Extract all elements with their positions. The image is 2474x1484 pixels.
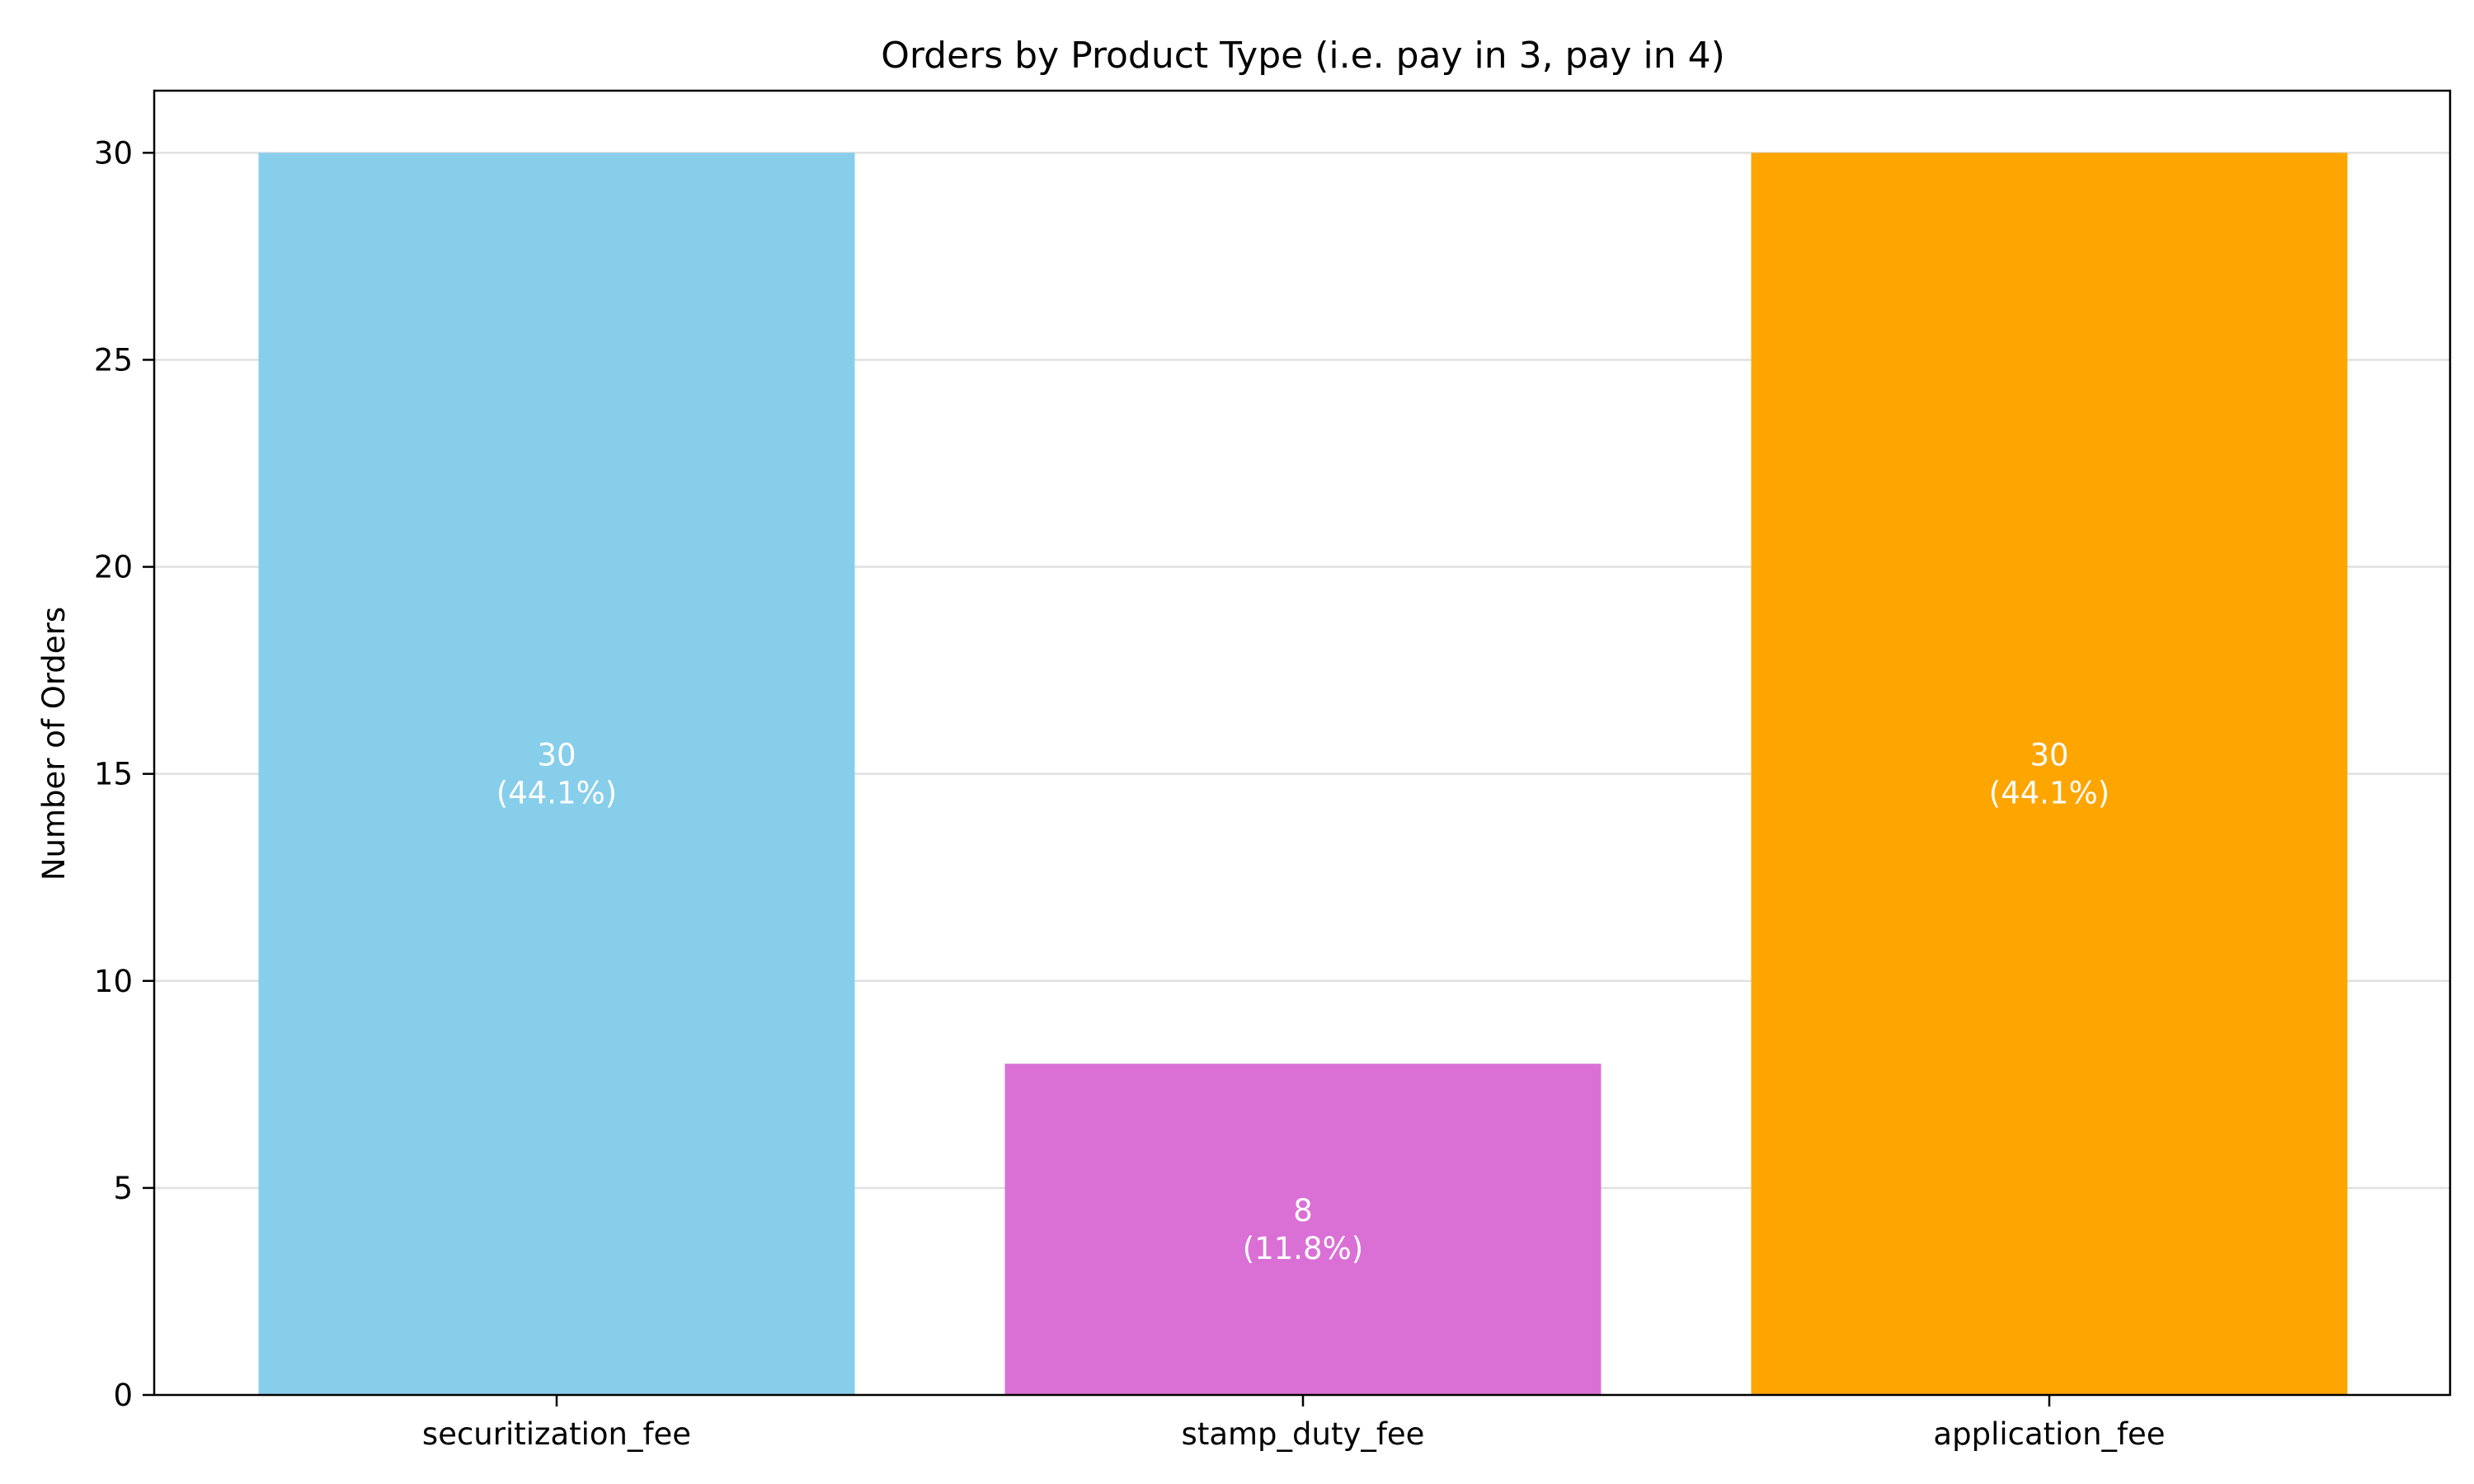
y-tick-label: 25 <box>94 342 133 378</box>
y-axis-label: Number of Orders <box>36 607 72 881</box>
x-tick-label: securitization_fee <box>422 1416 691 1452</box>
y-tick-label: 10 <box>94 964 133 999</box>
bar-percent-label: (44.1%) <box>496 776 617 811</box>
bar-securitization-fee <box>258 153 855 1395</box>
y-tick-label: 0 <box>113 1378 133 1413</box>
bar-value-label: 8 <box>1293 1193 1313 1228</box>
bar-labels: 30(44.1%)8(11.8%)30(44.1%) <box>496 738 2109 1266</box>
ticks: securitization_fee stamp_duty_fee applicat… <box>94 135 2166 1452</box>
bar-application-fee <box>1751 153 2348 1395</box>
y-tick-label: 30 <box>94 135 133 171</box>
y-tick-label: 20 <box>94 550 133 585</box>
bar-percent-label: (11.8%) <box>1243 1231 1363 1266</box>
chart-title: Orders by Product Type (i.e. pay in 3, p… <box>881 35 1725 77</box>
bar-value-label: 30 <box>537 738 576 773</box>
bar-percent-label: (44.1%) <box>1989 776 2109 811</box>
y-tick-label: 5 <box>113 1171 133 1206</box>
bars <box>258 153 2348 1395</box>
x-tick-label: application_fee <box>1933 1416 2165 1452</box>
x-tick-label: stamp_duty_fee <box>1182 1416 1425 1452</box>
bar-value-label: 30 <box>2030 738 2068 773</box>
y-tick-label: 15 <box>94 757 133 792</box>
bar-stamp-duty-fee <box>1004 1064 1602 1395</box>
